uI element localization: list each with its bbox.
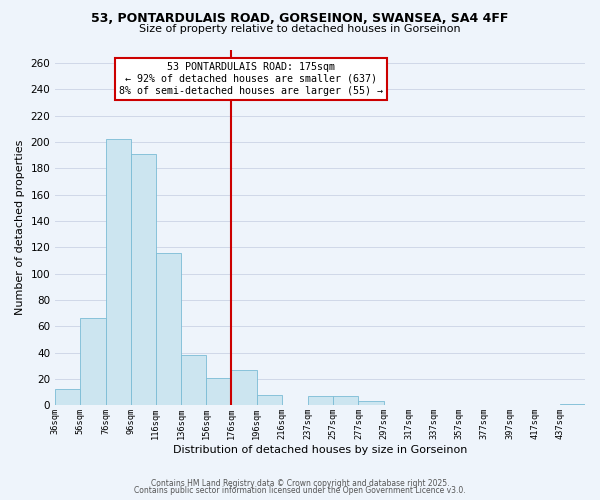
X-axis label: Distribution of detached houses by size in Gorseinon: Distribution of detached houses by size … [173,445,467,455]
Text: 53, PONTARDULAIS ROAD, GORSEINON, SWANSEA, SA4 4FF: 53, PONTARDULAIS ROAD, GORSEINON, SWANSE… [91,12,509,26]
Bar [308,396,333,405]
Text: Contains HM Land Registry data © Crown copyright and database right 2025.: Contains HM Land Registry data © Crown c… [151,478,449,488]
Bar [156,252,181,405]
Bar [131,154,156,405]
Bar [181,355,206,405]
Text: Size of property relative to detached houses in Gorseinon: Size of property relative to detached ho… [139,24,461,34]
Bar [358,401,383,405]
Bar [55,390,80,405]
Y-axis label: Number of detached properties: Number of detached properties [15,140,25,316]
Bar [106,140,131,405]
Bar [206,378,232,405]
Bar [232,370,257,405]
Bar [257,394,281,405]
Bar [333,396,358,405]
Bar [560,404,585,405]
Bar [80,318,106,405]
Text: 53 PONTARDULAIS ROAD: 175sqm
← 92% of detached houses are smaller (637)
8% of se: 53 PONTARDULAIS ROAD: 175sqm ← 92% of de… [119,62,383,96]
Text: Contains public sector information licensed under the Open Government Licence v3: Contains public sector information licen… [134,486,466,495]
